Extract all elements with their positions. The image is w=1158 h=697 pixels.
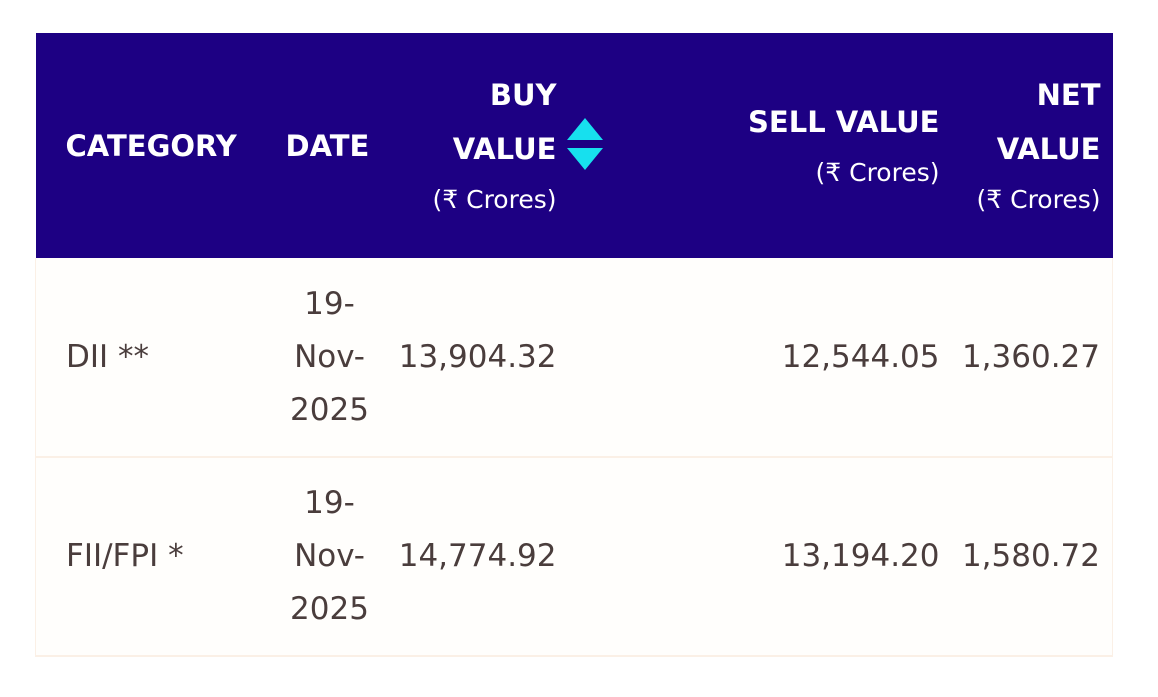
header-net-unit: (₹ Crores) — [976, 184, 1101, 214]
header-sell-value: SELL VALUE (₹ Crores) — [613, 33, 952, 258]
cell-date: 19-Nov-2025 — [273, 258, 386, 458]
table-header: CATEGORY DATE BUY VALUE (₹ Crores) SELL … — [35, 33, 1113, 258]
cell-buy-value: 14,774.92 — [385, 457, 613, 657]
header-category-label: CATEGORY — [65, 128, 237, 163]
header-net-value: NET VALUE (₹ Crores) — [952, 33, 1113, 258]
header-category: CATEGORY — [36, 33, 274, 258]
sort-ascending-icon[interactable] — [566, 118, 603, 140]
cell-date-text: 19-Nov-2025 — [290, 485, 369, 627]
cell-date: 19-Nov-2025 — [273, 457, 386, 657]
header-sell-value-label: SELL VALUE — [748, 104, 940, 139]
table-row: FII/FPI * 19-Nov-2025 14,774.92 13,194.2… — [35, 457, 1113, 657]
sort-up-down-icon[interactable] — [566, 118, 603, 174]
header-net-value-label: NET VALUE — [996, 77, 1101, 166]
cell-net-value: 1,580.72 — [951, 457, 1113, 657]
header-row: CATEGORY DATE BUY VALUE (₹ Crores) SELL … — [35, 33, 1113, 258]
cell-category: DII ** — [35, 258, 274, 458]
cell-category: FII/FPI * — [35, 457, 274, 657]
header-date-label: DATE — [285, 128, 370, 163]
cell-date-text: 19-Nov-2025 — [290, 285, 369, 428]
header-buy-value[interactable]: BUY VALUE (₹ Crores) — [386, 33, 613, 258]
cell-sell-value: 13,194.20 — [612, 457, 952, 657]
cell-sell-value: 12,544.05 — [612, 258, 952, 458]
header-date: DATE — [274, 33, 386, 258]
fii-dii-activity-table: CATEGORY DATE BUY VALUE (₹ Crores) SELL … — [35, 33, 1113, 657]
sort-descending-icon[interactable] — [566, 148, 603, 170]
header-buy-value-label: BUY VALUE — [452, 77, 557, 166]
header-sell-unit: (₹ Crores) — [815, 157, 940, 187]
cell-buy-value: 13,904.32 — [385, 258, 613, 458]
table-row: DII ** 19-Nov-2025 13,904.32 12,544.05 1… — [35, 258, 1113, 458]
table-body: DII ** 19-Nov-2025 13,904.32 12,544.05 1… — [35, 258, 1113, 657]
cell-net-value: 1,360.27 — [951, 258, 1113, 458]
header-buy-unit: (₹ Crores) — [432, 184, 557, 214]
